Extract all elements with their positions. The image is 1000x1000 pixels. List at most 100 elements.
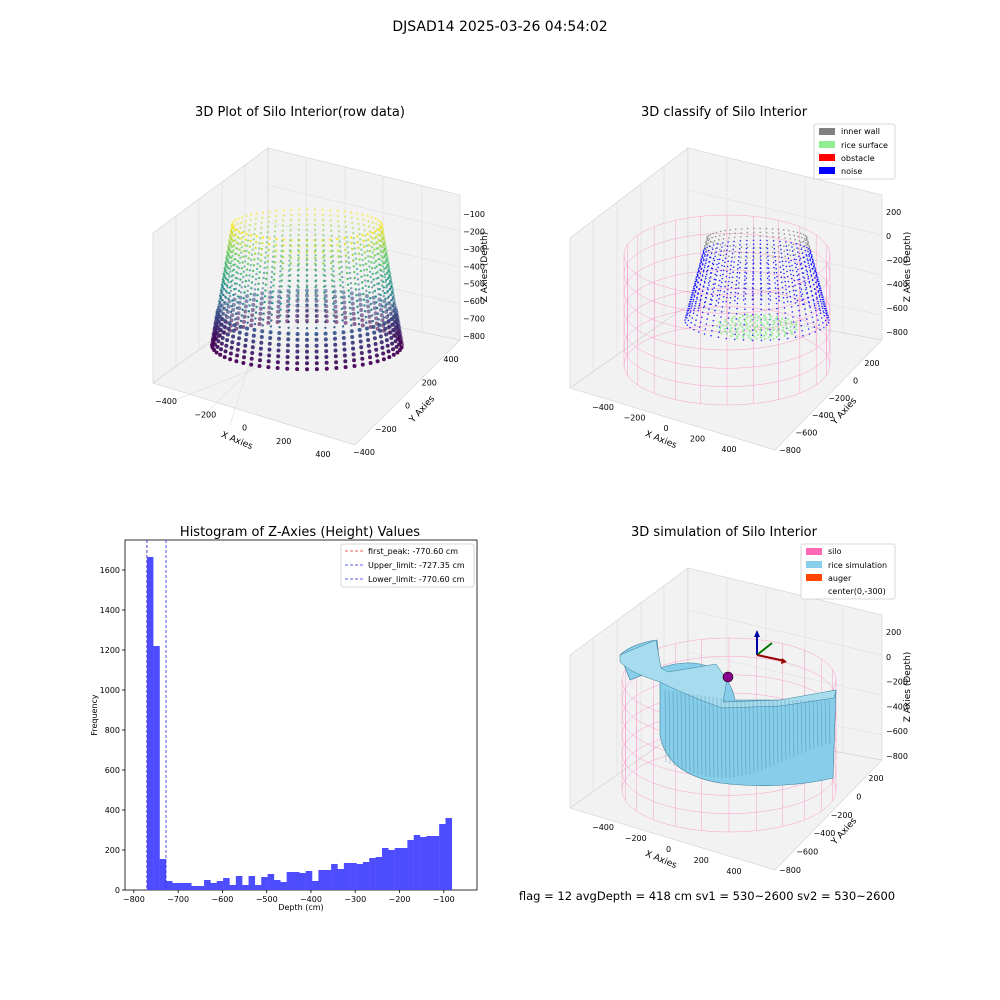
raw-point xyxy=(305,256,309,260)
classify-point xyxy=(690,307,692,310)
raw-point xyxy=(261,324,264,327)
raw-point xyxy=(259,301,264,306)
classify-z-tick-label: −400 xyxy=(886,280,908,289)
classify-point xyxy=(822,300,824,303)
classify-point xyxy=(733,240,735,243)
classify-point xyxy=(795,289,797,292)
raw-point xyxy=(244,332,249,337)
raw-point xyxy=(261,236,265,239)
raw-point xyxy=(330,244,334,248)
raw-point xyxy=(229,316,232,319)
raw-point xyxy=(333,348,338,353)
raw-point xyxy=(242,255,245,258)
raw-point xyxy=(305,238,309,242)
classify-point xyxy=(745,251,748,254)
classify-point xyxy=(710,276,712,278)
raw-point xyxy=(234,326,239,331)
raw-point xyxy=(295,298,300,303)
classify-rice-point xyxy=(741,330,744,333)
classify-point xyxy=(760,279,762,281)
raw-point xyxy=(282,219,285,222)
raw-point xyxy=(228,247,231,250)
raw-point xyxy=(379,293,382,297)
classify-point xyxy=(745,287,747,290)
classify-point xyxy=(813,304,816,307)
rice-hatch-line xyxy=(688,693,691,772)
raw-point xyxy=(343,215,347,218)
classify-rice-point xyxy=(778,327,781,330)
classify-point xyxy=(743,323,745,326)
classify-point xyxy=(776,283,779,286)
raw-point xyxy=(305,279,309,282)
classify-point xyxy=(759,243,762,245)
raw-point xyxy=(358,258,361,261)
raw-point xyxy=(248,304,251,307)
raw-point xyxy=(323,294,328,298)
classify-point xyxy=(812,298,815,301)
raw-point xyxy=(339,250,342,253)
classify-point xyxy=(740,246,743,248)
classify-point xyxy=(752,277,755,280)
histogram-bar xyxy=(299,873,306,890)
raw-point xyxy=(385,286,388,289)
classify-point xyxy=(790,306,793,308)
panel-histogram: Histogram of Z-Axies (Height) Values −80… xyxy=(90,525,478,912)
classify-rice-point xyxy=(778,319,781,322)
classify-rice-point xyxy=(784,324,787,327)
histogram-y-tick-label: 1400 xyxy=(100,606,120,615)
classify-point xyxy=(704,264,706,267)
classify-point xyxy=(733,261,735,263)
classify-point xyxy=(804,234,807,237)
classify-point xyxy=(775,292,777,295)
classify-point xyxy=(812,300,815,302)
classify-rice-point xyxy=(748,331,751,334)
raw-point xyxy=(228,240,231,243)
raw-point xyxy=(355,299,359,303)
panel-raw-title: 3D Plot of Silo Interior(row data) xyxy=(195,105,405,120)
raw-point xyxy=(329,209,332,212)
classify-point xyxy=(809,286,812,288)
raw-point xyxy=(221,285,225,288)
raw-point xyxy=(324,319,329,324)
raw-point xyxy=(273,240,276,243)
classify-point xyxy=(792,321,795,323)
raw-point xyxy=(371,251,374,254)
classify-point xyxy=(788,244,790,247)
classify-point xyxy=(819,285,821,287)
raw-point xyxy=(357,246,360,250)
classify-rice-point xyxy=(718,329,721,332)
classify-point xyxy=(759,247,762,249)
classify-point xyxy=(792,274,795,277)
raw-point xyxy=(222,276,225,279)
classify-point xyxy=(700,316,703,319)
raw-point xyxy=(218,352,223,357)
raw-point xyxy=(348,271,352,275)
raw-point xyxy=(366,249,369,253)
raw-point xyxy=(250,213,253,216)
classify-point xyxy=(694,324,696,326)
classify-rice-point xyxy=(787,318,790,321)
raw-point xyxy=(345,236,348,239)
raw-point xyxy=(314,303,319,308)
raw-point xyxy=(314,361,319,366)
raw-point xyxy=(334,314,339,319)
raw-point xyxy=(267,220,270,224)
classify-point xyxy=(697,292,699,294)
classify-point xyxy=(734,295,736,298)
raw-point xyxy=(262,276,265,280)
raw-point xyxy=(341,275,344,279)
classify-point xyxy=(801,272,804,274)
classify-rice-point xyxy=(759,329,762,332)
classify-point xyxy=(785,288,787,291)
classify-point xyxy=(792,269,794,272)
legend-label-inner-wall: inner wall xyxy=(841,127,880,136)
raw-point xyxy=(305,218,309,221)
raw-point xyxy=(212,338,217,342)
histogram-bar xyxy=(184,883,192,890)
raw-point xyxy=(370,216,374,219)
classify-point xyxy=(778,338,780,341)
raw-point xyxy=(368,361,373,365)
raw-point xyxy=(228,238,231,241)
raw-point xyxy=(378,229,382,233)
